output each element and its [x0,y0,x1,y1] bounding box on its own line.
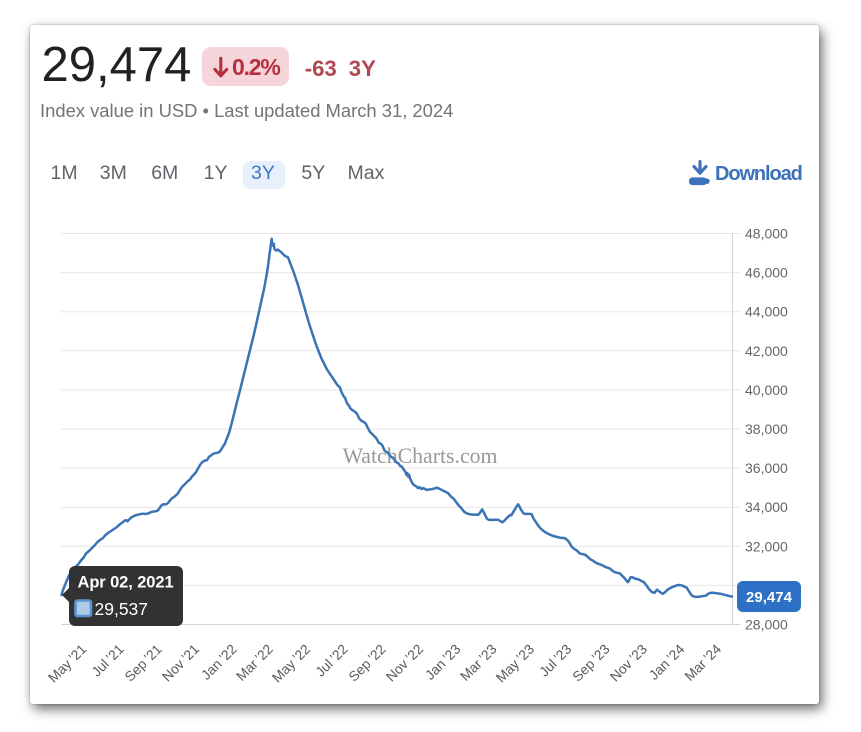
svg-text:May ’21: May ’21 [45,642,89,686]
svg-text:32,000: 32,000 [745,538,788,554]
svg-text:Jan ’22: Jan ’22 [198,642,239,683]
svg-text:38,000: 38,000 [745,421,788,437]
svg-text:Mar ’24: Mar ’24 [682,641,725,684]
svg-text:May ’23: May ’23 [493,641,537,685]
svg-text:36,000: 36,000 [745,460,788,476]
svg-text:Sep ’22: Sep ’22 [346,642,389,685]
svg-text:Sep ’21: Sep ’21 [122,642,165,685]
svg-text:Mar ’22: Mar ’22 [233,642,275,684]
svg-text:Nov ’21: Nov ’21 [159,642,202,685]
svg-text:40,000: 40,000 [745,382,788,398]
svg-text:Jan ’23: Jan ’23 [422,641,464,683]
svg-text:May ’22: May ’22 [269,642,313,686]
svg-text:Mar ’23: Mar ’23 [457,641,500,684]
svg-text:28,000: 28,000 [745,617,788,633]
svg-text:Sep ’23: Sep ’23 [570,641,613,684]
svg-text:29,474: 29,474 [746,589,793,606]
svg-text:Nov ’22: Nov ’22 [383,642,426,685]
svg-text:34,000: 34,000 [745,499,788,515]
svg-text:29,537: 29,537 [95,599,149,619]
svg-text:48,000: 48,000 [745,226,788,242]
svg-text:44,000: 44,000 [745,304,788,320]
svg-text:42,000: 42,000 [745,343,788,359]
svg-text:Apr 02, 2021: Apr 02, 2021 [78,574,174,592]
svg-text:46,000: 46,000 [745,265,788,281]
svg-text:Nov ’23: Nov ’23 [607,641,650,684]
svg-text:Jan ’24: Jan ’24 [646,641,688,683]
svg-text:WatchCharts.com: WatchCharts.com [342,444,497,468]
